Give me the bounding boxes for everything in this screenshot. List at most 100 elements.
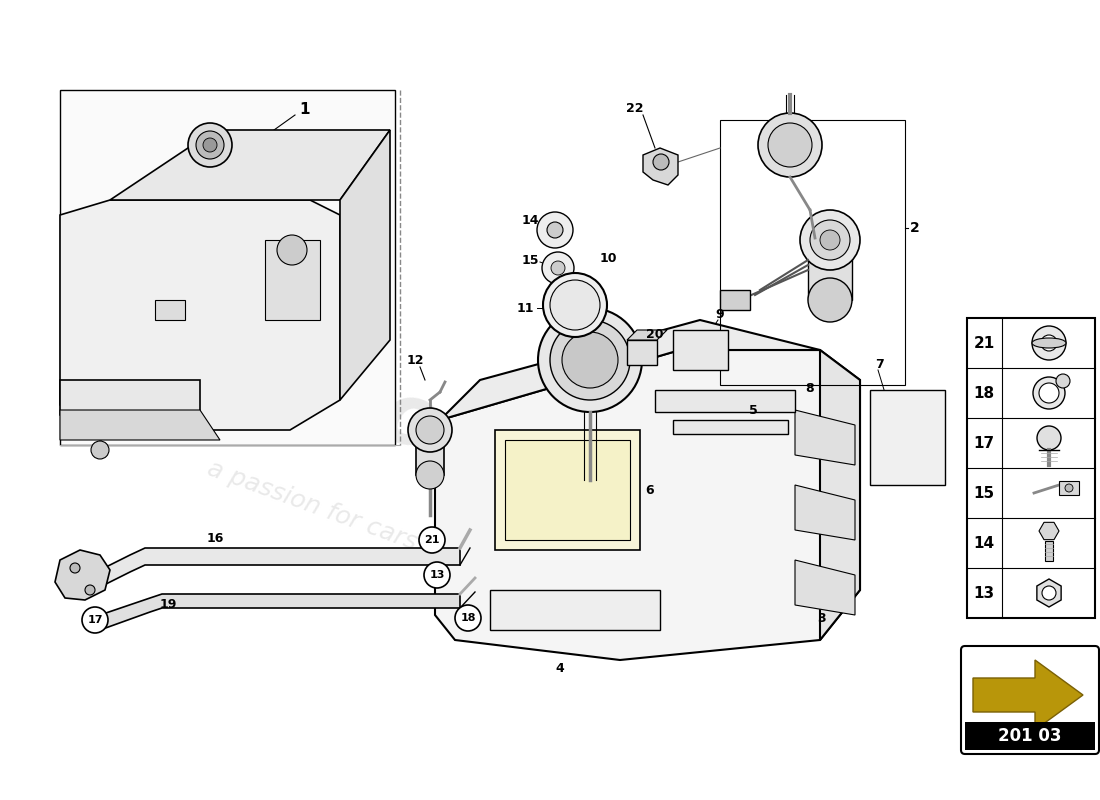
Bar — [416, 430, 444, 475]
Text: 17: 17 — [974, 435, 994, 450]
Circle shape — [1040, 383, 1059, 403]
Bar — [720, 120, 905, 385]
Bar — [870, 390, 945, 485]
Polygon shape — [100, 594, 460, 630]
Text: 14: 14 — [974, 535, 994, 550]
Circle shape — [653, 154, 669, 170]
Circle shape — [455, 605, 481, 631]
Polygon shape — [795, 410, 855, 465]
Polygon shape — [55, 550, 110, 600]
Circle shape — [1041, 335, 1057, 351]
Text: 3: 3 — [817, 611, 826, 625]
Polygon shape — [440, 320, 820, 420]
Text: 17: 17 — [87, 615, 102, 625]
Text: a passion for cars since 1985: a passion for cars since 1985 — [204, 456, 556, 604]
Polygon shape — [795, 560, 855, 615]
Circle shape — [550, 320, 630, 400]
Bar — [965, 722, 1094, 750]
Polygon shape — [1037, 579, 1062, 607]
Text: 14: 14 — [521, 214, 539, 226]
Bar — [673, 330, 728, 370]
Circle shape — [1065, 484, 1072, 492]
Text: 2: 2 — [910, 221, 920, 235]
Bar — [1045, 541, 1053, 561]
Circle shape — [408, 408, 452, 452]
Circle shape — [542, 252, 574, 284]
Circle shape — [416, 416, 444, 444]
Circle shape — [82, 607, 108, 633]
Bar — [967, 318, 1094, 618]
Text: 15: 15 — [521, 254, 539, 266]
Text: 13: 13 — [429, 570, 444, 580]
Text: 7: 7 — [876, 358, 884, 371]
Text: 5: 5 — [749, 403, 758, 417]
Circle shape — [768, 123, 812, 167]
Bar — [1059, 481, 1079, 495]
Circle shape — [277, 235, 307, 265]
Circle shape — [543, 273, 607, 337]
Circle shape — [1056, 374, 1070, 388]
Polygon shape — [820, 350, 860, 640]
Polygon shape — [644, 148, 678, 185]
Circle shape — [1032, 326, 1066, 360]
Text: 1: 1 — [299, 102, 310, 118]
Text: 4: 4 — [556, 662, 564, 674]
Bar — [627, 340, 657, 365]
Circle shape — [820, 230, 840, 250]
Polygon shape — [795, 485, 855, 540]
Text: 11: 11 — [516, 302, 534, 314]
Circle shape — [204, 138, 217, 152]
Bar — [60, 90, 395, 445]
Text: eurocars: eurocars — [217, 318, 644, 542]
Circle shape — [758, 113, 822, 177]
Bar — [720, 290, 750, 310]
Polygon shape — [974, 660, 1084, 730]
Circle shape — [550, 280, 600, 330]
Polygon shape — [1040, 522, 1059, 540]
Circle shape — [808, 278, 852, 322]
Polygon shape — [110, 130, 390, 200]
Text: 21: 21 — [425, 535, 440, 545]
FancyBboxPatch shape — [961, 646, 1099, 754]
Bar — [654, 390, 795, 412]
Circle shape — [1033, 377, 1065, 409]
Text: 22: 22 — [626, 102, 644, 114]
Bar — [808, 240, 852, 300]
Text: 21: 21 — [974, 335, 994, 350]
Circle shape — [188, 123, 232, 167]
Polygon shape — [80, 548, 460, 597]
Bar — [265, 240, 320, 320]
Bar — [490, 590, 660, 630]
Circle shape — [419, 527, 446, 553]
Circle shape — [562, 332, 618, 388]
Text: 16: 16 — [207, 531, 223, 545]
Circle shape — [800, 210, 860, 270]
Circle shape — [85, 585, 95, 595]
Circle shape — [1037, 426, 1062, 450]
Polygon shape — [60, 200, 340, 430]
Text: 13: 13 — [974, 586, 994, 601]
Text: 15: 15 — [974, 486, 994, 501]
Text: 201 03: 201 03 — [999, 727, 1062, 745]
Circle shape — [538, 308, 642, 412]
Text: 19: 19 — [160, 598, 177, 611]
Circle shape — [547, 222, 563, 238]
Text: 10: 10 — [600, 251, 617, 265]
Polygon shape — [60, 380, 200, 430]
Bar — [673, 420, 788, 434]
Polygon shape — [60, 410, 220, 440]
Text: 12: 12 — [406, 354, 424, 366]
Circle shape — [810, 220, 850, 260]
Text: 18: 18 — [974, 386, 994, 401]
Bar — [505, 440, 630, 540]
Polygon shape — [627, 330, 667, 340]
Polygon shape — [340, 130, 390, 400]
Circle shape — [537, 212, 573, 248]
Text: 8: 8 — [805, 382, 814, 394]
Circle shape — [91, 441, 109, 459]
Circle shape — [196, 131, 224, 159]
Text: 6: 6 — [646, 483, 654, 497]
Circle shape — [551, 261, 565, 275]
Circle shape — [1042, 586, 1056, 600]
Text: 18: 18 — [460, 613, 475, 623]
